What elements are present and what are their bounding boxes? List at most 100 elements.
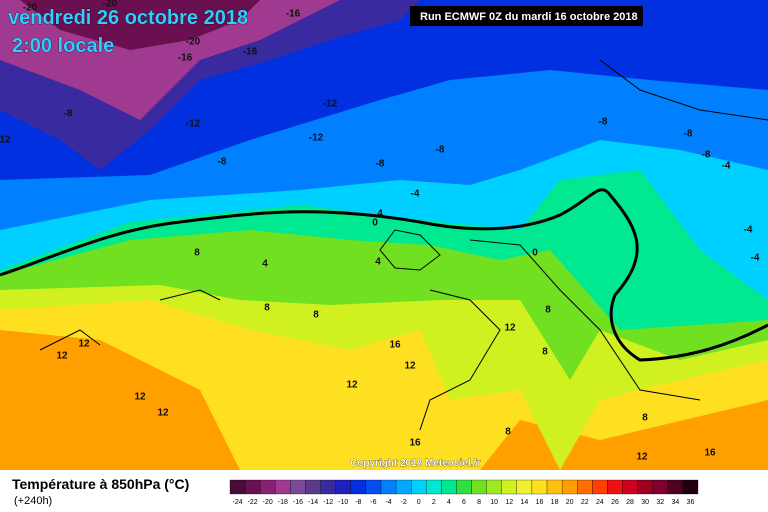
scale-swatch (652, 479, 668, 495)
contour-label: -16 (286, 9, 301, 20)
scale-label: -2 (400, 499, 406, 506)
contour-label: -12 (186, 119, 201, 130)
contour-label: -8 (599, 117, 608, 128)
contour-label: 12 (0, 135, 11, 146)
scale-label: 8 (477, 499, 481, 506)
contour-label: 0 (532, 248, 538, 259)
scale-label: -4 (385, 499, 391, 506)
scale-label: -22 (248, 499, 258, 506)
scale-label: 16 (536, 499, 544, 506)
scale-label: -24 (232, 499, 242, 506)
scale-swatch (426, 479, 442, 495)
scale-swatch (667, 479, 684, 495)
contour-label: 12 (78, 339, 90, 350)
scale-label: 24 (596, 499, 604, 506)
contour-label: 12 (504, 323, 516, 334)
scale-label: 30 (641, 499, 649, 506)
contour-label: -8 (64, 109, 73, 120)
contour-label: 16 (704, 448, 716, 459)
contour-label: 8 (542, 347, 548, 358)
scale-swatch (244, 479, 261, 495)
scale-swatch (471, 479, 487, 495)
scale-label: -14 (308, 499, 318, 506)
scale-label: 12 (505, 499, 513, 506)
scale-swatch (305, 479, 321, 495)
contour-label: -16 (243, 47, 258, 58)
contour-label: 16 (389, 340, 401, 351)
scale-label: 26 (611, 499, 619, 506)
scale-swatch (486, 479, 502, 495)
contour-label: -20 (186, 37, 201, 48)
scale-label: 18 (551, 499, 559, 506)
contour-label: -20 (103, 0, 118, 10)
forecast-time: 2:00 locale (12, 35, 114, 57)
run-info: Run ECMWF 0Z du mardi 16 octobre 2018 (420, 11, 638, 23)
legend-title: Température à 850hPa (°C) (12, 476, 189, 492)
scale-label: 10 (490, 499, 498, 506)
contour-label: 12 (157, 408, 169, 419)
scale-label: 4 (447, 499, 451, 506)
contour-label: 8 (505, 427, 511, 438)
copyright: Copyright 2018 Meteociel.fr (350, 458, 481, 469)
scale-label: -12 (323, 499, 333, 506)
scale-swatch (456, 479, 472, 495)
contour-label: 4 (375, 257, 381, 268)
scale-swatch (577, 479, 593, 495)
contour-label: -12 (323, 99, 338, 110)
temperature-field (0, 0, 768, 470)
scale-label: 34 (671, 499, 679, 506)
contour-label: 8 (642, 413, 648, 424)
scale-label: 14 (520, 499, 528, 506)
scale-swatch (350, 479, 367, 495)
contour-label: -8 (436, 145, 445, 156)
contour-label: 16 (409, 438, 421, 449)
contour-label: -8 (376, 159, 385, 170)
scale-label: 6 (462, 499, 466, 506)
scale-swatch (622, 479, 638, 495)
contour-label: -8 (218, 157, 227, 168)
contour-label: -4 (411, 189, 420, 200)
legend-subtitle: (+240h) (14, 495, 52, 507)
scale-swatch (275, 479, 291, 495)
contour-label: -4 (751, 253, 760, 264)
contour-label: -12 (309, 133, 324, 144)
contour-label: 8 (313, 310, 319, 321)
scale-swatch (546, 479, 563, 495)
scale-swatch (561, 479, 578, 495)
contour-label: -8 (684, 129, 693, 140)
scale-label: 0 (417, 499, 421, 506)
scale-label: 36 (687, 499, 695, 506)
contour-label: 8 (264, 303, 270, 314)
scale-swatch (365, 479, 382, 495)
scale-swatch (335, 479, 351, 495)
scale-label: -18 (278, 499, 288, 506)
scale-swatch (380, 479, 397, 495)
contour-labels: -20 -20-20-16-16-16-812-12-12-12-8 -8-8-8-… (0, 0, 760, 463)
scale-swatch (592, 479, 608, 495)
scale-swatch (395, 479, 412, 495)
contour-label: 12 (404, 361, 416, 372)
scale-label: -6 (370, 499, 376, 506)
forecast-date: vendredi 26 octobre 2018 (8, 7, 248, 29)
contour-label: 8 (545, 305, 551, 316)
scale-label: -16 (293, 499, 303, 506)
color-scale: -24 -22 -20 -18 -16 -14 -12 -10 -8 -6 -4 -2 0 2 4 6 8 10 1… (229, 479, 699, 506)
contour-label: -8 (702, 150, 711, 161)
scale-swatch (682, 479, 699, 495)
scale-swatch (607, 479, 623, 495)
scale-label: 20 (566, 499, 574, 506)
scale-swatch (441, 479, 457, 495)
contour-label: 12 (56, 351, 68, 362)
contour-label: -4 (722, 161, 731, 172)
scale-label: -10 (338, 499, 348, 506)
scale-label: 32 (656, 499, 664, 506)
scale-swatch (229, 479, 246, 495)
contour-label: 4 (262, 259, 268, 270)
scale-swatch (260, 479, 276, 495)
scale-label: 22 (581, 499, 589, 506)
scale-label: -20 (263, 499, 273, 506)
contour-label: 12 (346, 380, 358, 391)
scale-swatch (531, 479, 548, 495)
contour-label: 12 (134, 392, 146, 403)
